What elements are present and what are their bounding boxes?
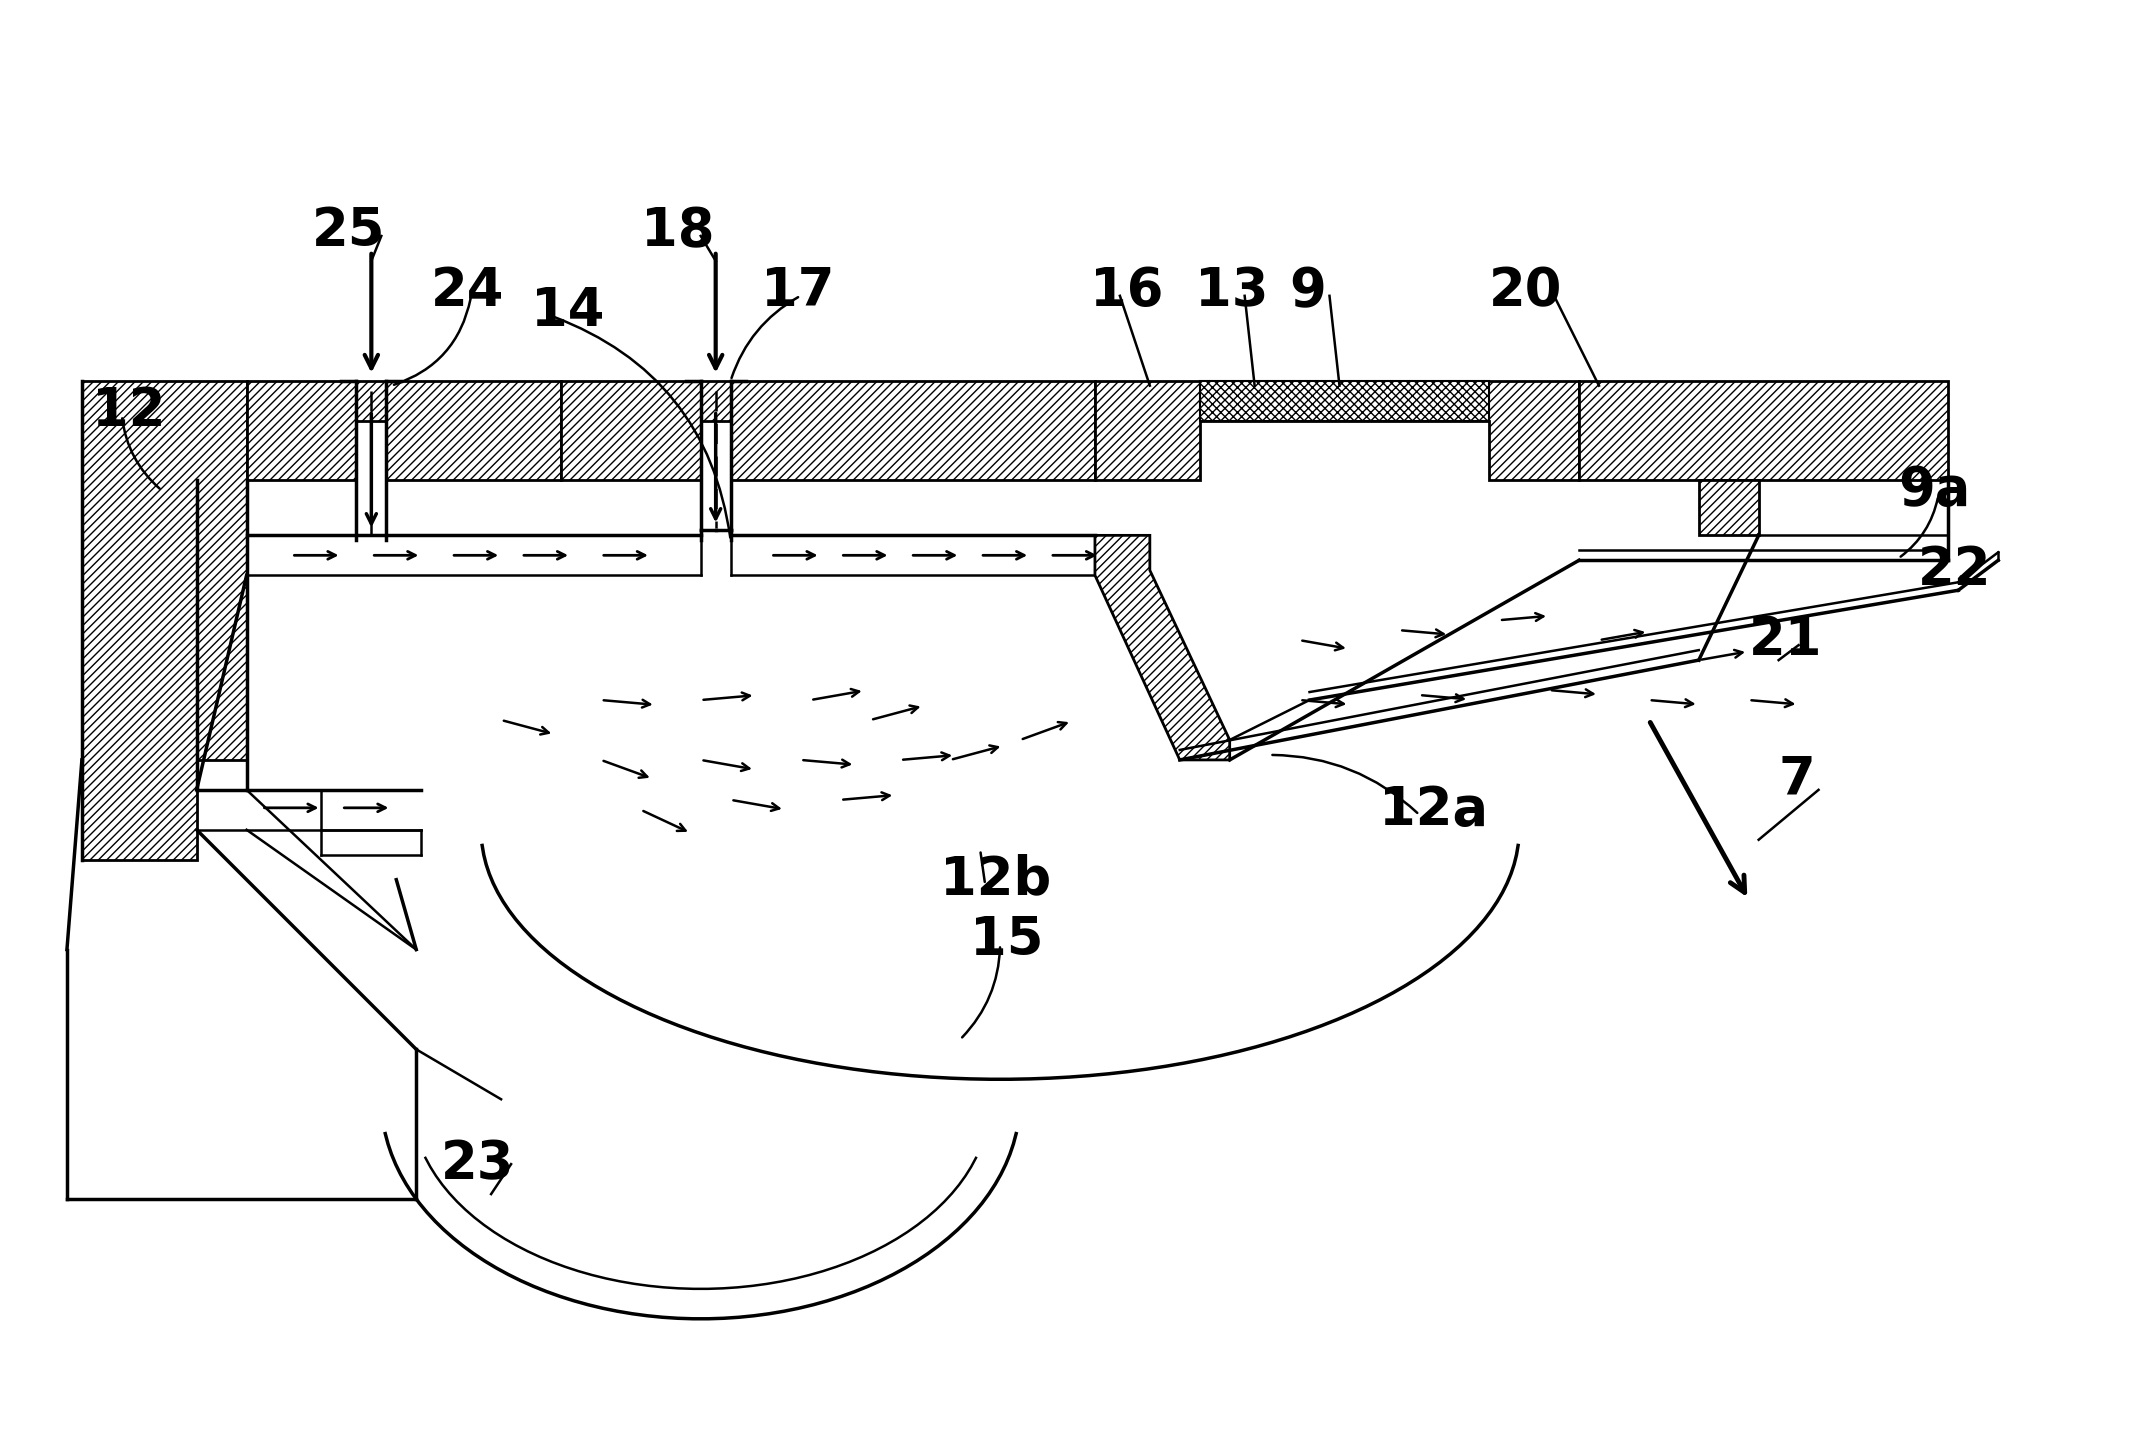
Polygon shape xyxy=(1699,480,1759,535)
Text: 24: 24 xyxy=(432,265,504,316)
Text: 9: 9 xyxy=(1289,265,1327,316)
Polygon shape xyxy=(81,381,246,860)
Text: 18: 18 xyxy=(641,206,714,257)
Text: 21: 21 xyxy=(1748,614,1823,666)
Text: 14: 14 xyxy=(530,285,605,336)
Text: 7: 7 xyxy=(1778,754,1814,805)
Polygon shape xyxy=(1094,381,1579,480)
Text: 13: 13 xyxy=(1195,265,1267,316)
Text: 12: 12 xyxy=(92,384,165,437)
Text: 17: 17 xyxy=(761,265,833,316)
Polygon shape xyxy=(1579,381,1949,480)
Text: 23: 23 xyxy=(440,1137,515,1191)
Polygon shape xyxy=(1199,381,1489,420)
Text: 16: 16 xyxy=(1090,265,1163,316)
Polygon shape xyxy=(246,381,562,480)
Text: 9a: 9a xyxy=(1898,464,1970,516)
Polygon shape xyxy=(1094,535,1229,759)
Text: 12b: 12b xyxy=(940,854,1051,906)
Text: 15: 15 xyxy=(970,913,1043,965)
Text: 22: 22 xyxy=(1919,545,1992,597)
Text: 12a: 12a xyxy=(1378,784,1487,835)
Text: 25: 25 xyxy=(312,206,385,257)
Polygon shape xyxy=(562,381,1094,480)
Text: 20: 20 xyxy=(1489,265,1562,316)
